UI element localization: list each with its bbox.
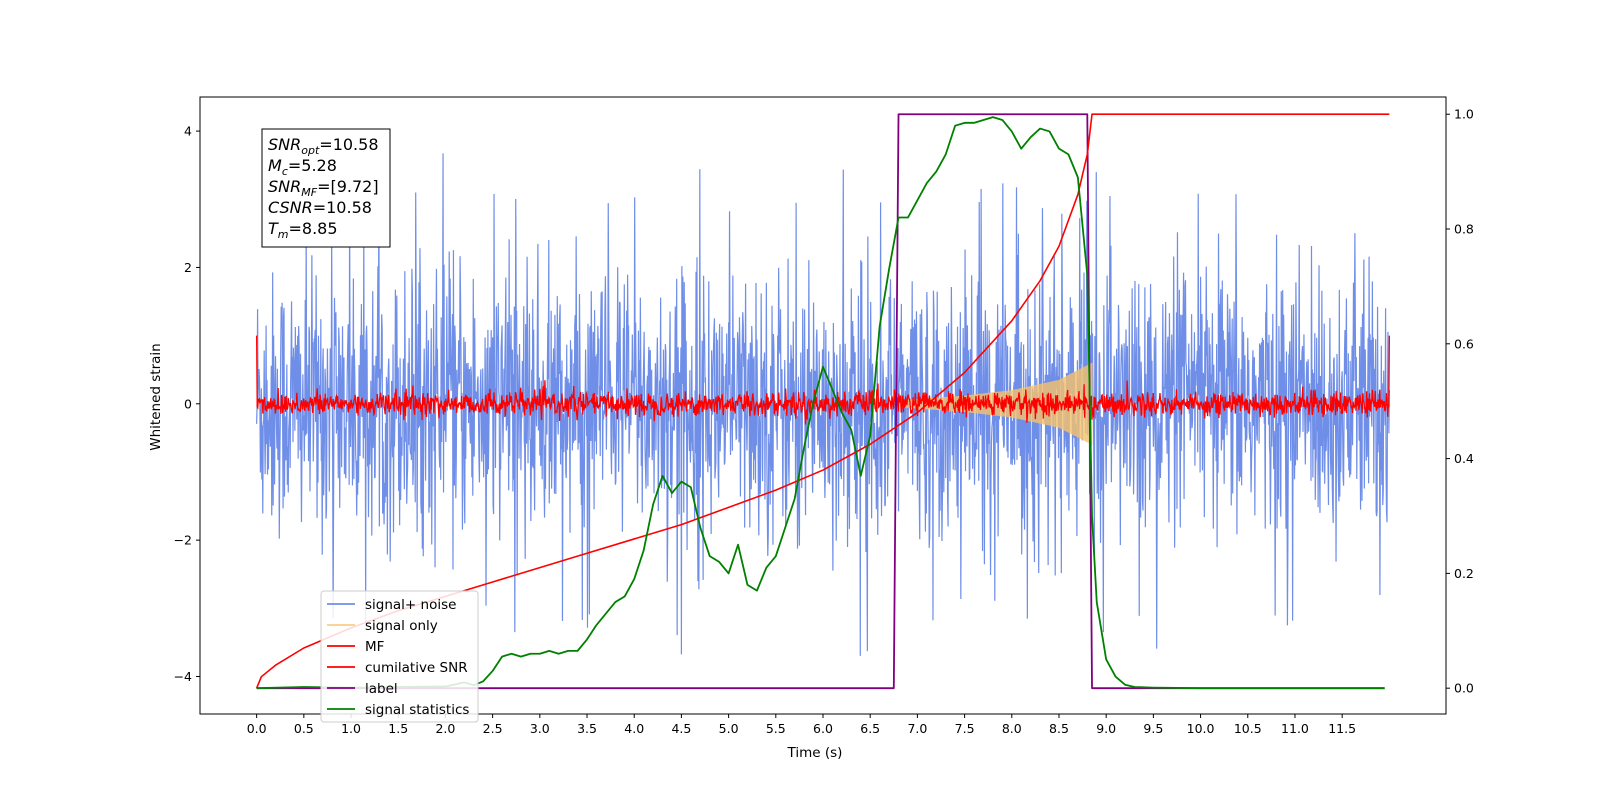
y2-tick-label: 0.2 xyxy=(1454,566,1474,581)
x-tick-label: 8.5 xyxy=(1049,721,1069,736)
series-mf xyxy=(255,335,1391,425)
x-tick-label: 5.0 xyxy=(719,721,739,736)
y-tick-label: 2 xyxy=(184,260,192,275)
legend-entry: label xyxy=(365,681,398,697)
annotation-line: SNRMF=[9.72] xyxy=(268,177,379,199)
annotation-line: CSNR=10.58 xyxy=(268,198,372,217)
axes: 0.0 0.5 1.0 1.5 2.0 2.5 3.0 3.5 4.0 4.5 5.0 5.5 6.0 6… xyxy=(174,96,1474,736)
x-tick-label: 2.0 xyxy=(435,721,455,736)
x-tick-label: 4.0 xyxy=(624,721,644,736)
x-tick-label: 1.5 xyxy=(388,721,408,736)
x-tick-label: 9.5 xyxy=(1143,721,1163,736)
x-axis-label: Time (s) xyxy=(787,745,843,761)
x-tick-label: 7.0 xyxy=(907,721,927,736)
x-tick-label: 11.5 xyxy=(1328,721,1356,736)
legend: signal+ noise signal only MF cumilative SNR… xyxy=(320,590,479,723)
x-tick-label: 9.0 xyxy=(1096,721,1116,736)
x-tick-label: 2.5 xyxy=(483,721,503,736)
x-tick-label: 7.5 xyxy=(955,721,975,736)
x-tick-label: 6.0 xyxy=(813,721,833,736)
x-tick-label: 10.0 xyxy=(1187,721,1215,736)
annotation-line: SNRopt=10.58 xyxy=(268,135,379,157)
legend-entry: cumilative SNR xyxy=(365,660,468,676)
annotation-line: Mc=5.28 xyxy=(268,156,337,178)
y2-tick-label: 0.4 xyxy=(1454,451,1474,466)
legend-entry: signal+ noise xyxy=(365,597,456,613)
x-tick-label: 11.0 xyxy=(1281,721,1309,736)
x-tick-label: 1.0 xyxy=(341,721,361,736)
y-tick-label: 4 xyxy=(184,124,192,139)
annotation-frame xyxy=(261,128,391,248)
series-signal-noise xyxy=(256,150,1390,656)
x-tick-label: 4.5 xyxy=(671,721,691,736)
x-tick-label: 0.5 xyxy=(294,721,314,736)
legend-entry: MF xyxy=(365,639,384,655)
plot-area xyxy=(255,113,1391,690)
x-tick-label: 6.5 xyxy=(860,721,880,736)
series-label xyxy=(256,113,1385,690)
x-tick-label: 0.0 xyxy=(247,721,267,736)
y2-tick-label: 1.0 xyxy=(1454,107,1474,122)
y-tick-label: −4 xyxy=(174,669,192,684)
y2-tick-label: 0.0 xyxy=(1454,681,1474,696)
y2-tick-label: 0.8 xyxy=(1454,222,1474,237)
y-tick-label: −2 xyxy=(174,533,192,548)
y2-tick-label: 0.6 xyxy=(1454,336,1474,351)
x-tick-label: 8.0 xyxy=(1002,721,1022,736)
legend-entry: signal statistics xyxy=(365,702,469,718)
y-axis-label: Whitened strain xyxy=(148,343,164,450)
x-tick-label: 5.5 xyxy=(766,721,786,736)
legend-entry: signal only xyxy=(365,618,438,634)
x-tick-label: 10.5 xyxy=(1234,721,1262,736)
series-signal-statistics xyxy=(256,116,1385,690)
annotation-line: Tm=8.85 xyxy=(268,219,338,241)
legend-frame xyxy=(320,590,479,723)
y-tick-label: 0 xyxy=(184,396,192,411)
x-tick-label: 3.0 xyxy=(530,721,550,736)
x-tick-label: 3.5 xyxy=(577,721,597,736)
annotation-box: SNRopt=10.58Mc=5.28SNRMF=[9.72]CSNR=10.5… xyxy=(261,128,391,248)
